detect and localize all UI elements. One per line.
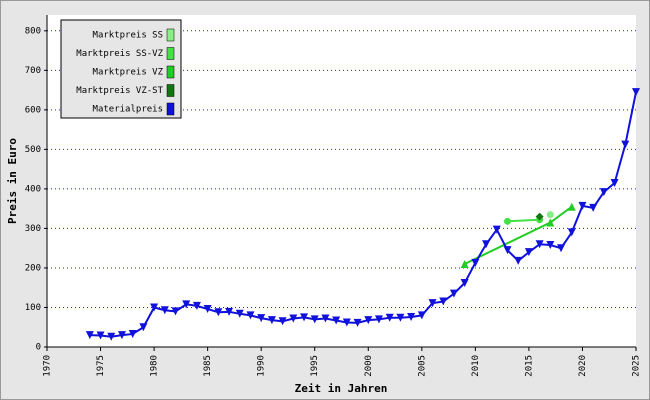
- x-tick-label: 2000: [364, 355, 374, 377]
- data-point: [85, 331, 94, 340]
- data-point: [246, 311, 255, 320]
- data-point: [214, 308, 223, 317]
- legend-label: Marktpreis SS: [93, 31, 163, 41]
- data-point: [449, 289, 458, 298]
- data-point: [567, 228, 576, 237]
- x-tick-label: 1990: [257, 355, 267, 377]
- x-tick-label: 2020: [578, 355, 588, 377]
- data-point: [300, 313, 309, 322]
- y-tick-label: 700: [25, 66, 41, 76]
- data-point: [621, 140, 630, 149]
- legend-label: Marktpreis VZ-ST: [76, 86, 163, 96]
- data-point: [278, 317, 287, 326]
- data-point: [396, 313, 405, 322]
- data-point: [96, 331, 105, 340]
- data-point: [578, 201, 587, 210]
- y-tick-label: 300: [25, 224, 41, 234]
- data-point: [332, 316, 341, 325]
- y-tick-label: 500: [25, 145, 41, 155]
- data-point: [514, 256, 523, 265]
- data-point: [374, 315, 383, 324]
- x-axis-label: Zeit in Jahren: [295, 382, 388, 395]
- legend-swatch: [166, 65, 175, 79]
- data-point: [503, 217, 511, 225]
- data-point: [257, 314, 266, 323]
- y-axis-label: Preis in Euro: [6, 138, 19, 224]
- data-point: [267, 316, 276, 325]
- data-point: [599, 188, 608, 197]
- data-point: [460, 260, 469, 268]
- x-tick-label: 1975: [96, 355, 106, 377]
- x-tick-label: 1980: [150, 355, 160, 377]
- data-point: [310, 315, 319, 324]
- data-point: [557, 244, 566, 253]
- data-point: [203, 305, 212, 314]
- data-point: [160, 306, 169, 315]
- data-point: [407, 312, 416, 321]
- data-point: [342, 318, 351, 327]
- legend-label: Marktpreis SS-VZ: [76, 49, 163, 59]
- data-point: [439, 297, 448, 306]
- data-point: [471, 258, 480, 267]
- data-point: [482, 240, 491, 249]
- data-point: [192, 301, 201, 310]
- y-tick-label: 0: [36, 343, 41, 353]
- data-point: [428, 299, 437, 308]
- data-point: [321, 314, 330, 323]
- data-point: [385, 313, 394, 322]
- data-point: [364, 316, 373, 325]
- data-point: [460, 278, 469, 287]
- legend-swatch: [166, 28, 175, 42]
- data-point: [107, 332, 116, 341]
- legend-label: Materialpreis: [93, 105, 163, 115]
- data-point: [235, 309, 244, 318]
- series-line: [507, 218, 540, 223]
- data-point: [632, 88, 640, 97]
- data-point: [524, 248, 533, 257]
- data-point: [503, 246, 512, 255]
- data-point: [546, 218, 555, 227]
- data-point: [353, 318, 362, 327]
- data-point: [225, 307, 234, 316]
- legend-swatch: [166, 102, 175, 116]
- y-tick-label: 800: [25, 26, 41, 36]
- y-tick-label: 200: [25, 263, 41, 273]
- x-tick-label: 1985: [203, 355, 213, 377]
- data-point: [589, 203, 598, 212]
- series-line: [89, 91, 637, 338]
- x-tick-label: 2010: [471, 355, 481, 377]
- data-point: [546, 241, 555, 250]
- legend-label: Marktpreis VZ: [93, 68, 164, 78]
- data-point: [535, 212, 544, 221]
- x-tick-label: 1970: [43, 355, 53, 377]
- y-tick-label: 600: [25, 105, 41, 115]
- y-tick-label: 100: [25, 303, 41, 313]
- data-point: [128, 329, 137, 338]
- legend-swatch: [166, 84, 175, 97]
- x-tick-label: 2005: [417, 355, 427, 377]
- data-point: [610, 178, 619, 187]
- x-tick-label: 1995: [310, 355, 320, 377]
- y-tick-label: 400: [25, 184, 41, 194]
- data-point: [182, 300, 191, 309]
- data-point: [117, 331, 126, 340]
- data-point: [417, 311, 426, 320]
- x-tick-label: 2025: [632, 355, 642, 377]
- x-tick-label: 2015: [524, 355, 534, 377]
- data-point: [289, 314, 298, 323]
- data-point: [492, 225, 501, 234]
- data-point: [171, 307, 180, 316]
- data-point: [535, 240, 544, 249]
- data-point: [150, 303, 159, 312]
- data-point: [139, 323, 148, 332]
- data-point: [567, 202, 576, 211]
- data-point: [546, 211, 554, 219]
- legend-box: [60, 19, 182, 119]
- legend-swatch: [166, 47, 175, 60]
